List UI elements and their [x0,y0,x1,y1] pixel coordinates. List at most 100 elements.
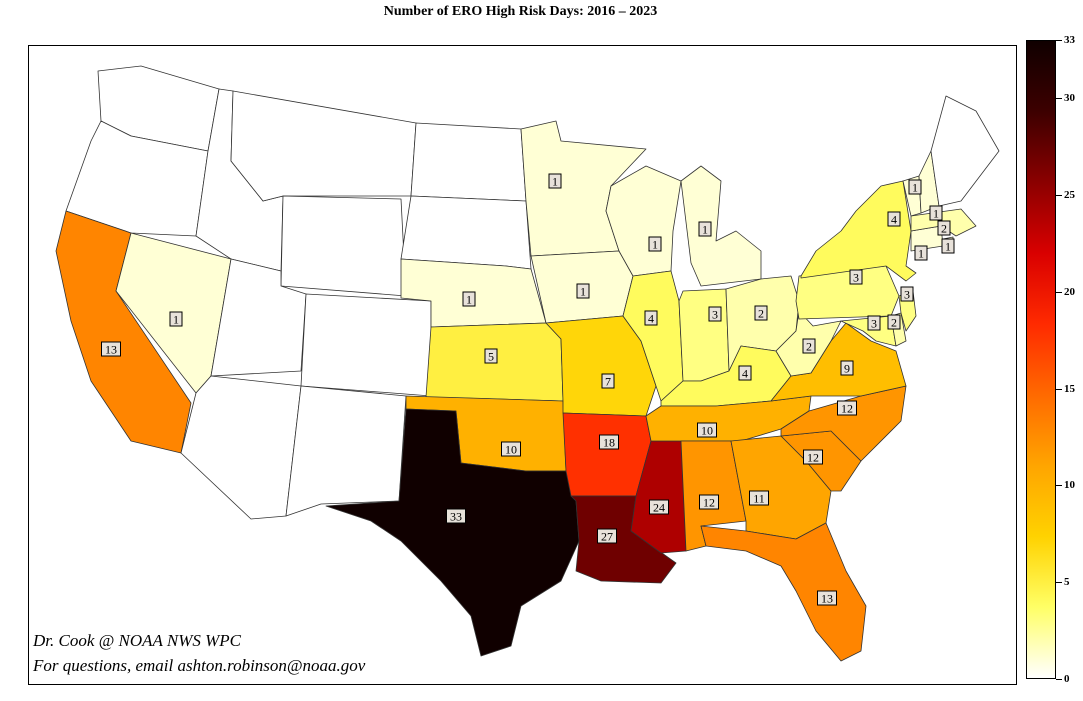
state-value-label-tx: 33 [446,508,466,524]
value-box [929,205,943,221]
value-text: 1 [918,247,924,261]
value-box [817,590,837,606]
colorbar-tick-label: 0 [1064,673,1070,685]
colorbar-tick-label: 25 [1064,189,1075,201]
state-az [180,375,302,520]
state-value-label-ok: 10 [501,441,521,457]
state-wy [280,195,407,297]
value-text: 12 [807,451,819,465]
map-frame: 13 1 1 5 10 33 1 1 7 18 27 1 4 24 1 3 2 4 10 12 11 13 12 12 9 2 3 4… [28,45,1017,685]
state-value-label-ne: 1 [462,291,476,307]
credit-author: Dr. Cook @ NOAA NWS WPC [33,631,241,650]
state-nm [285,385,407,517]
value-text: 1 [466,293,472,307]
map-title: Number of ERO High Risk Days: 2016 – 202… [383,4,658,19]
colorbar-tick [1056,292,1062,293]
value-box [599,434,619,450]
value-box [867,315,881,331]
value-text: 24 [653,501,665,515]
state-value-label-mo: 7 [601,373,615,389]
value-box [169,311,183,327]
value-text: 1 [945,240,951,254]
value-text: 11 [753,492,765,506]
state-value-label-mn: 1 [548,173,562,189]
state-value-label-ms: 24 [649,499,669,515]
colorbar-tick [1056,195,1062,196]
state-nc [780,385,907,462]
value-text: 2 [806,340,812,354]
value-box [101,341,121,357]
value-text: 2 [758,307,764,321]
state-value-label-ky: 4 [738,365,752,381]
value-box [914,245,928,261]
value-text: 4 [742,367,748,381]
state-co [300,293,432,397]
value-text: 2 [891,316,897,330]
value-box [548,173,562,189]
value-box [749,490,769,506]
state-value-label-nj: 3 [900,286,914,302]
state-value-label-nh: 1 [929,205,943,221]
value-text: 1 [552,175,558,189]
value-box [840,360,854,376]
value-box [698,221,712,237]
value-text: 33 [450,510,462,524]
colorbar-tick [1056,98,1062,99]
value-text: 3 [712,308,718,322]
value-text: 4 [648,312,654,326]
state-value-label-ia: 1 [576,283,590,299]
value-box [887,211,901,227]
value-text: 2 [941,222,947,236]
colorbar-tick-label: 33 [1064,34,1075,46]
value-box [908,179,922,195]
state-value-label-ca: 13 [101,341,121,357]
state-in [678,288,730,382]
state-value-label-wi: 1 [648,236,662,252]
value-box [648,236,662,252]
value-text: 3 [904,288,910,302]
state-value-label-oh: 2 [754,305,768,321]
value-text: 3 [871,317,877,331]
state-value-label-nv: 1 [169,311,183,327]
state-value-label-wv: 2 [802,338,816,354]
colorbar-tick-label: 15 [1064,383,1075,395]
state-value-label-in: 3 [708,306,722,322]
colorbar-tick-label: 30 [1064,92,1075,104]
value-text: 7 [605,375,611,389]
colorbar [1026,40,1056,679]
value-text: 13 [105,343,117,357]
value-box [837,400,857,416]
value-box [501,441,521,457]
state-ny [800,180,917,282]
state-or [65,120,209,237]
value-box [937,220,951,236]
value-text: 13 [821,592,833,606]
value-box [649,499,669,515]
value-text: 12 [841,402,853,416]
value-box [462,291,476,307]
credit-contact: For questions, email ashton.robinson@noa… [33,656,366,675]
value-text: 12 [703,496,715,510]
value-box [754,305,768,321]
colorbar-tick-label: 10 [1064,479,1075,491]
state-md [840,315,897,347]
state-nd [410,122,527,202]
state-mi [680,165,762,287]
value-text: 1 [912,181,918,195]
value-text: 9 [844,362,850,376]
state-value-label-vt: 1 [908,179,922,195]
state-value-label-ar: 18 [599,434,619,450]
value-box [644,310,658,326]
value-box [941,238,955,254]
value-text: 27 [601,530,613,544]
colorbar-tick [1056,679,1062,680]
state-ar [562,412,652,497]
value-box [802,338,816,354]
state-value-label-sc: 12 [803,449,823,465]
colorbar-tick [1056,40,1062,41]
state-value-label-mi: 1 [698,221,712,237]
state-value-label-pa: 3 [849,269,863,285]
state-tx [325,408,580,657]
state-value-label-ct: 1 [914,245,928,261]
